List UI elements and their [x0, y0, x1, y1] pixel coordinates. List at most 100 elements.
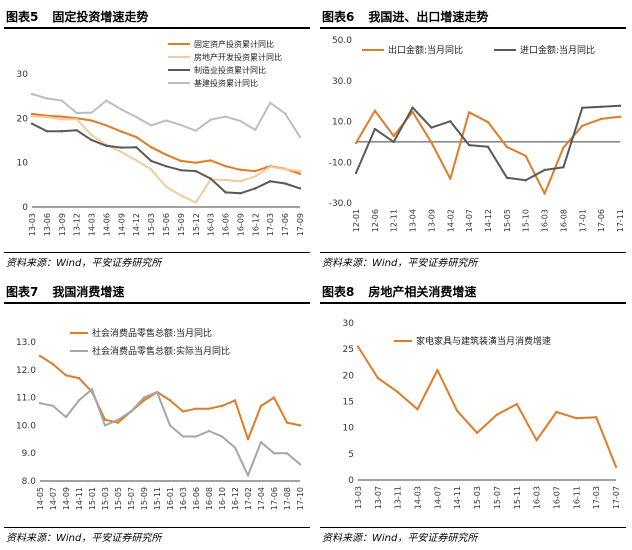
data-point — [209, 177, 212, 180]
x-tick-label: 16-06 — [192, 487, 201, 510]
data-point — [120, 150, 123, 154]
x-tick-label: 14-06 — [102, 213, 111, 236]
x-tick-label: 15-06 — [162, 213, 171, 236]
data-point — [90, 138, 93, 142]
x-tick-label: 14-07 — [433, 486, 442, 509]
data-point — [194, 129, 197, 132]
data-point — [298, 169, 302, 173]
data-point — [239, 119, 242, 123]
y-tick-label: 30 — [17, 70, 29, 80]
x-tick-label: 17-03 — [592, 486, 601, 509]
y-tick-label: 9.0 — [22, 449, 37, 459]
data-point — [614, 465, 618, 469]
data-point — [168, 424, 172, 427]
y-tick-label: 10.0 — [332, 118, 352, 128]
x-tick-label: 16-08 — [559, 209, 568, 232]
x-tick-label: 16-10 — [218, 487, 227, 510]
data-point — [246, 438, 250, 441]
data-point — [135, 159, 138, 162]
x-tick-label: 17-06 — [281, 213, 290, 236]
data-point — [90, 119, 93, 122]
data-point — [77, 399, 81, 402]
x-tick-label: 13-12 — [73, 213, 82, 236]
data-point — [179, 169, 183, 172]
data-point — [60, 115, 63, 118]
x-tick-label: 17-06 — [270, 487, 279, 510]
data-point — [51, 363, 55, 366]
data-point — [194, 169, 197, 173]
data-point — [194, 201, 197, 204]
data-point — [581, 124, 584, 127]
data-point — [285, 421, 289, 424]
x-tick-label: 15-03 — [473, 486, 482, 509]
data-point — [105, 144, 108, 148]
data-point — [430, 141, 433, 144]
data-point — [194, 435, 198, 438]
chart-panel: 图表7 我国消费增速 8.0 9.0 10.0 11.0 12.0 13.0 14-05 14-… — [0, 275, 316, 550]
data-point — [120, 108, 123, 111]
data-point — [239, 180, 242, 183]
x-tick-label: 14-03 — [88, 213, 97, 236]
legend-label: 家电家具与建筑装潢当月消费增速 — [416, 335, 551, 347]
y-tick-label: 0 — [348, 476, 354, 486]
data-point — [562, 166, 565, 169]
legend-label: 社会消费品零售总额:实际当月同比 — [92, 345, 230, 357]
data-point — [164, 119, 168, 122]
y-tick-label: 25 — [343, 345, 354, 355]
x-tick-label: 13-06 — [43, 213, 52, 236]
data-point — [220, 435, 224, 438]
property-consumption-line-chart: 0 5 10 15 20 25 30 13-03 13-07 13-11 14-03 14-07 14-… — [343, 319, 621, 509]
x-tick-label: 17-11 — [616, 209, 625, 232]
retail-sales-line-chart: 8.0 9.0 10.0 11.0 12.0 13.0 14-05 14-07 14-09 14-… — [16, 327, 305, 510]
data-point — [30, 122, 34, 125]
data-point — [233, 446, 237, 449]
x-tick-label: 16-03 — [533, 486, 542, 509]
data-point — [105, 124, 108, 127]
title-divider — [320, 302, 626, 304]
y-tick-label: -30.0 — [329, 199, 353, 209]
data-point — [181, 410, 185, 413]
x-tick-label: 15-12 — [192, 213, 201, 236]
data-point — [505, 176, 509, 179]
y-tick-label: 30.0 — [332, 77, 352, 87]
data-point — [283, 168, 287, 171]
x-tick-label: 17-09 — [296, 213, 305, 236]
series-line — [357, 346, 617, 468]
data-point — [246, 474, 250, 477]
data-point — [373, 109, 377, 112]
y-tick-label: 20 — [343, 371, 355, 381]
data-point — [149, 124, 153, 127]
data-point — [599, 117, 603, 121]
data-point — [207, 407, 211, 410]
data-point — [298, 463, 302, 466]
data-point — [155, 390, 159, 394]
data-point — [224, 191, 227, 194]
data-point — [298, 172, 302, 175]
data-point — [239, 192, 242, 195]
data-point — [179, 194, 183, 197]
data-point — [224, 115, 227, 118]
data-point — [30, 92, 34, 96]
chart-panel: 图表8 房地产相关消费增速 0 5 10 15 20 25 30 13-03 13-07 13-11… — [316, 275, 632, 550]
x-tick-label: 16-01 — [166, 487, 175, 510]
data-point — [194, 161, 197, 164]
y-tick-label: 15 — [343, 398, 354, 408]
data-point — [168, 399, 172, 402]
data-point — [298, 424, 302, 427]
x-tick-label: 16-11 — [572, 486, 581, 509]
x-tick-label: 15-03 — [147, 213, 156, 236]
y-tick-label: 30 — [343, 319, 355, 329]
data-point — [475, 431, 479, 435]
data-point — [224, 165, 227, 168]
data-point — [75, 129, 78, 132]
data-point — [392, 140, 395, 144]
series-line — [355, 104, 621, 182]
data-point — [64, 415, 68, 419]
data-point — [467, 143, 471, 147]
data-point — [416, 408, 419, 411]
data-point — [575, 417, 578, 420]
data-point — [142, 399, 146, 402]
data-point — [430, 126, 433, 129]
data-point — [120, 130, 123, 133]
x-tick-label: 14-09 — [117, 213, 126, 236]
